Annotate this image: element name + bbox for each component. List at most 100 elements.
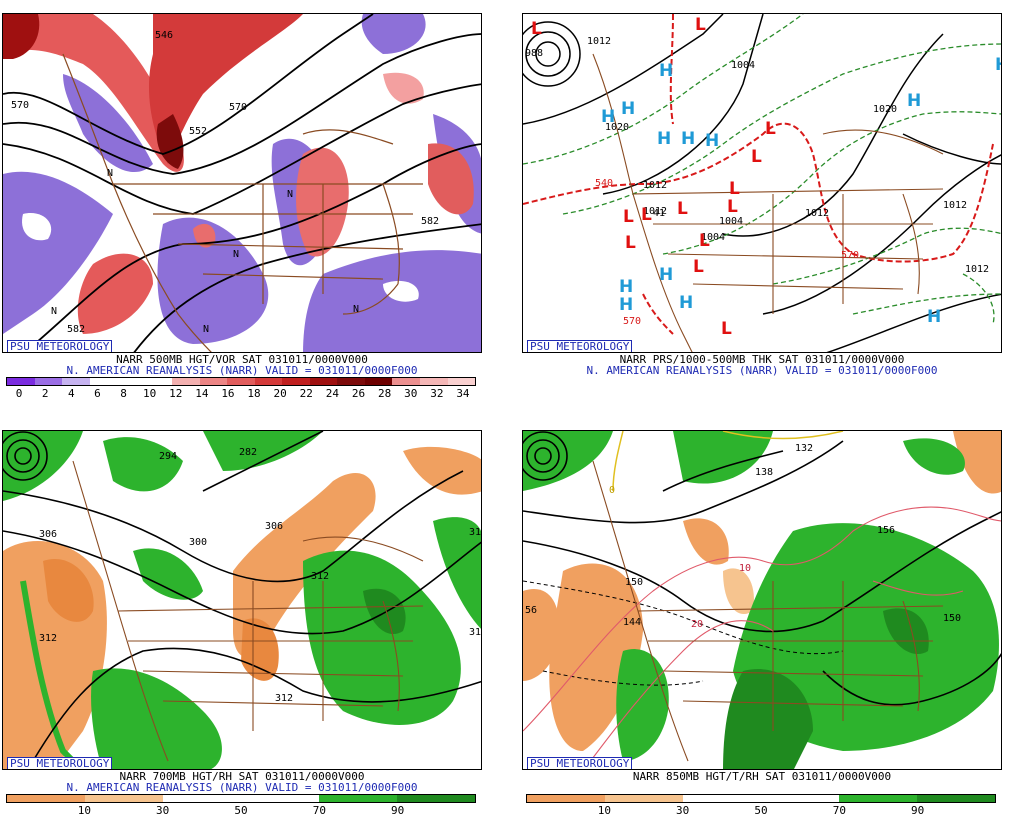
high-pressure-mark: H — [657, 129, 671, 149]
contour-label: 306 — [39, 529, 57, 540]
colorbar-swatch — [878, 795, 917, 802]
isobar-label: 41 — [653, 208, 665, 219]
colorbar-tick-label: 18 — [247, 387, 261, 400]
contour-label: 312 — [39, 633, 57, 644]
isobar-label: 1012 — [587, 36, 611, 47]
contour-label: 306 — [265, 521, 283, 532]
vorticity-min-label: N — [51, 306, 57, 317]
contour-label: 144 — [623, 617, 641, 628]
isobar-label: 1012 — [965, 264, 989, 275]
psu-meteorology-badge: PSU METEOROLOGY — [7, 340, 113, 352]
colorbar-swatch — [62, 378, 90, 385]
contour-label: 150 — [943, 613, 961, 624]
colorbar-tick-label: 4 — [67, 387, 75, 400]
colorbar-swatch — [309, 378, 338, 385]
panel-valid-caption: N. AMERICAN REANALYSIS (NARR) VALID = 03… — [66, 781, 418, 794]
isobar-label: 1012 — [943, 200, 967, 211]
colorbar-swatch — [337, 378, 365, 385]
colorbar-tick-label: 34 — [456, 387, 470, 400]
colorbar-tick-label: 70 — [832, 804, 846, 817]
contour-label: 300 — [189, 537, 207, 548]
colorbar-swatch — [761, 795, 800, 802]
colorbar-swatch — [280, 795, 319, 802]
colorbar-tick-label: 90 — [911, 804, 925, 817]
colorbar-swatch — [7, 378, 35, 385]
colorbar-swatch — [392, 378, 420, 385]
colorbar-swatch — [956, 795, 995, 802]
colorbar-swatch — [89, 378, 118, 385]
colorbar-swatch — [46, 795, 85, 802]
low-pressure-mark: L — [623, 207, 634, 227]
panel-850mb-t-rh: 138 132 156 150 150 144 56 10 20 0 PSU M… — [522, 430, 1002, 820]
low-pressure-mark: L — [751, 147, 762, 167]
high-pressure-mark: H — [927, 307, 941, 327]
contour-label: 138 — [755, 467, 773, 478]
colorbar-tick-label: 8 — [120, 387, 127, 400]
colorbar-swatch — [34, 378, 63, 385]
colorbar-tick-label: 12 — [169, 387, 183, 400]
contour-label: 312 — [275, 693, 293, 704]
colorbar-tick-label: 50 — [754, 804, 768, 817]
vorticity-min-label: N — [287, 189, 293, 200]
colorbar-tick-label: 6 — [94, 387, 101, 400]
psu-meteorology-badge: PSU METEOROLOGY — [7, 757, 113, 769]
isobar-label: 1004 — [731, 60, 755, 71]
colorbar-swatch — [419, 378, 448, 385]
colorbar — [6, 377, 476, 386]
panel-caption: NARR 850MB HGT/T/RH SAT 031011/0000V000 — [632, 770, 892, 783]
high-pressure-mark: H — [619, 277, 633, 297]
colorbar-swatch — [85, 795, 124, 802]
colorbar-tick-label: 30 — [676, 804, 690, 817]
high-pressure-mark: H — [995, 55, 1002, 75]
colorbar-tick-label: 26 — [351, 387, 366, 400]
colorbar-tick-label: 90 — [391, 804, 405, 817]
contour-label: 150 — [625, 577, 643, 588]
high-pressure-mark: H — [619, 295, 633, 315]
contour-label: 31 — [469, 527, 481, 538]
temperature-label: 10 — [739, 563, 751, 574]
high-pressure-mark: H — [601, 107, 615, 127]
thickness-label: 570 — [841, 250, 859, 261]
temperature-label: 20 — [691, 619, 703, 630]
map-700mb-rh: 282 294 306 300 306 312 312 312 31 31 PS… — [2, 430, 482, 770]
low-pressure-mark: L — [693, 257, 704, 277]
colorbar-swatch — [722, 795, 761, 802]
map-500mb-vorticity: 546 570 570 552 582 582 N N N N N N PSU … — [2, 13, 482, 353]
low-pressure-mark: L — [729, 179, 740, 199]
thickness-label: 540 — [595, 178, 613, 189]
colorbar-tick-label: 10 — [77, 804, 91, 817]
contour-label: 312 — [311, 571, 329, 582]
panel-caption: NARR PRS/1000-500MB THK SAT 031011/0000V… — [619, 353, 905, 366]
low-pressure-mark: L — [695, 15, 706, 35]
contour-label: 156 — [877, 525, 895, 536]
contour-label: 552 — [189, 126, 207, 137]
low-pressure-mark: L — [765, 119, 776, 139]
colorbar-tick-label: 30 — [404, 387, 418, 400]
colorbar-swatch — [227, 378, 255, 385]
colorbar-tick-label: 2 — [41, 387, 49, 400]
contour-label: 546 — [155, 30, 173, 41]
psu-meteorology-badge: PSU METEOROLOGY — [527, 340, 633, 352]
high-pressure-mark: H — [681, 129, 695, 149]
colorbar — [6, 794, 476, 803]
colorbar-tick-label: 16 — [221, 387, 235, 400]
high-pressure-mark: H — [659, 61, 673, 81]
colorbar-swatch — [447, 378, 476, 385]
low-pressure-mark: L — [727, 197, 738, 217]
contour-label: 282 — [239, 447, 257, 458]
vorticity-min-label: N — [233, 249, 239, 260]
high-pressure-mark: H — [679, 293, 693, 313]
high-pressure-mark: H — [659, 265, 673, 285]
colorbar-swatch — [202, 795, 241, 802]
isobar-label: 1004 — [701, 232, 725, 243]
colorbar-swatch — [397, 795, 436, 802]
thickness-label: 570 — [623, 316, 641, 327]
colorbar-tick-label: 10 — [142, 387, 157, 400]
colorbar-swatch — [364, 378, 393, 385]
isobar-label: 1012 — [643, 206, 667, 217]
colorbar-tick-label: 10 — [597, 804, 611, 817]
colorbar-swatch — [124, 795, 163, 802]
isobar-label: 1012 — [805, 208, 829, 219]
colorbar-swatch — [917, 795, 956, 802]
panel-pressure-thickness: 988 1012 1004 1020 1020 1012 1012 1012 5… — [522, 13, 1002, 403]
